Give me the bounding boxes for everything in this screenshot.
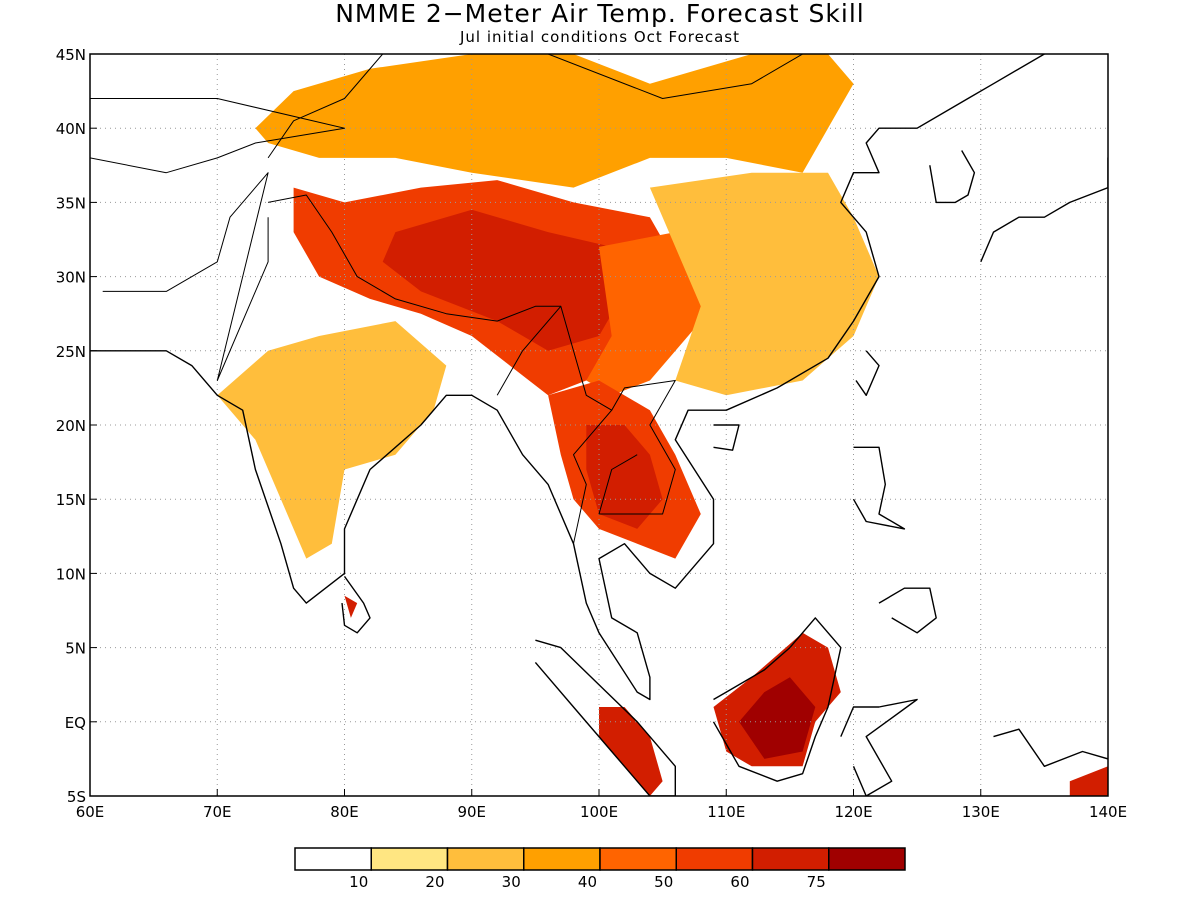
pakistan-border <box>102 172 269 381</box>
y-tick-label: 40N <box>56 120 86 138</box>
skill-region-borneo-core <box>739 677 816 759</box>
x-tick-label: 120E <box>834 803 872 821</box>
map-subtitle: Jul initial conditions Oct Forecast <box>460 28 740 46</box>
y-tick-label: 35N <box>56 194 86 212</box>
asia-coast <box>90 54 1045 701</box>
skill-region-png <box>1069 766 1108 796</box>
colorbar-swatch <box>370 847 449 871</box>
skill-region-sri-lanka <box>344 595 358 618</box>
colorbar-swatch <box>446 847 525 871</box>
skill-region-east-china <box>649 172 879 396</box>
colorbar-legend: 10 20 30 40 50 60 75 <box>294 847 906 891</box>
latitude-axis: 45N 40N 35N 30N 25N 20N 15N 10N 5N EQ 5S <box>56 46 97 806</box>
x-tick-label: 80E <box>330 803 359 821</box>
png-coast <box>993 728 1108 767</box>
colorbar-label: 75 <box>807 873 826 891</box>
hainan-coast <box>713 424 740 451</box>
x-tick-label: 140E <box>1089 803 1127 821</box>
skill-region-tibetan-core <box>382 209 625 351</box>
y-tick-label: 20N <box>56 417 86 435</box>
y-tick-label: 5N <box>65 640 86 658</box>
colorbar-swatch <box>599 847 677 871</box>
map-title: NMME 2−Meter Air Temp. Forecast Skill <box>335 0 865 28</box>
sulawesi-coast <box>840 698 918 796</box>
x-tick-label: 130E <box>962 803 1000 821</box>
colorbar-swatch <box>523 847 601 871</box>
mindanao-coast <box>878 587 937 634</box>
central-asia-border <box>90 98 345 174</box>
colorbar-swatch <box>675 847 754 871</box>
myanmar-border <box>496 305 613 544</box>
y-tick-label: 10N <box>56 565 86 583</box>
y-tick-label: 5S <box>67 788 86 806</box>
taiwan-coast <box>855 350 880 396</box>
skill-region-indochina-core <box>586 425 663 529</box>
korea-coast <box>929 150 976 204</box>
china-north-border <box>267 54 804 159</box>
japan-coast <box>980 155 1108 263</box>
colorbar-label: 30 <box>502 873 521 891</box>
y-tick-label: 30N <box>56 269 86 287</box>
indochina-border <box>598 380 676 515</box>
skill-region-northwest-china <box>255 54 854 188</box>
colorbar-label: 20 <box>425 873 444 891</box>
y-tick-label: 45N <box>56 46 86 64</box>
skill-region-sumatra <box>599 707 663 796</box>
colorbar-swatch <box>751 847 830 871</box>
x-tick-label: 70E <box>203 803 232 821</box>
colorbar-label: 10 <box>349 873 368 891</box>
colorbar-label: 60 <box>730 873 749 891</box>
x-tick-label: 60E <box>76 803 105 821</box>
colorbar-label: 50 <box>654 873 673 891</box>
skill-shading <box>217 54 1108 796</box>
colorbar-swatch <box>828 847 906 871</box>
x-tick-label: 110E <box>707 803 745 821</box>
colorbar-swatch <box>294 847 372 871</box>
sri-lanka-coast <box>341 575 371 634</box>
coastlines <box>90 54 1108 796</box>
longitude-axis: 60E 70E 80E 90E 100E 110E 120E 130E 140E <box>76 789 1127 821</box>
sumatra-coast <box>534 639 676 796</box>
skill-region-india <box>217 321 447 559</box>
y-tick-label: 15N <box>56 491 86 509</box>
himalaya-border <box>268 194 561 322</box>
colorbar-label: 40 <box>578 873 597 891</box>
luzon-coast <box>852 446 906 530</box>
borneo-coast <box>712 617 842 782</box>
x-tick-label: 90E <box>457 803 486 821</box>
y-tick-label: EQ <box>65 714 86 732</box>
y-tick-label: 25N <box>56 343 86 361</box>
x-tick-label: 100E <box>580 803 618 821</box>
